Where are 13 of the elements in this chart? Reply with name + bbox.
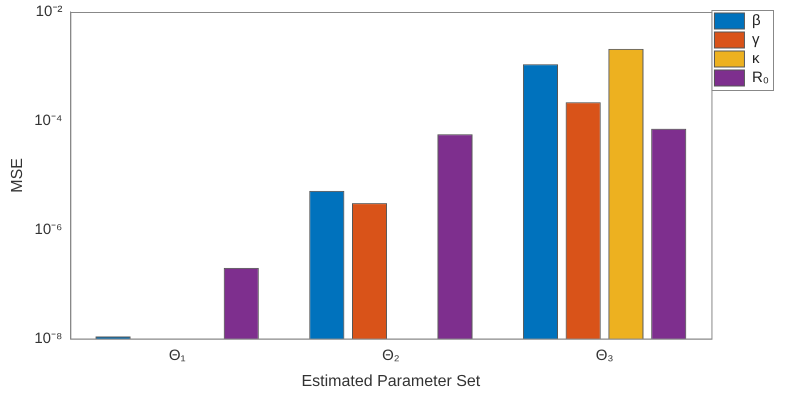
y-tick-label: 10⁻² xyxy=(36,3,62,20)
y-tick-label: 10⁻⁸ xyxy=(34,330,62,347)
legend-label: γ xyxy=(752,31,760,48)
legend-label: κ xyxy=(752,50,760,68)
x-axis-title: Estimated Parameter Set xyxy=(302,372,481,390)
legend-label: R₀ xyxy=(752,69,770,86)
x-tick-label: Θ₁ xyxy=(168,346,186,364)
x-tick-label: Θ₂ xyxy=(382,346,400,364)
y-tick-label: 10⁻⁴ xyxy=(34,112,62,130)
y-tick-label: 10⁻⁶ xyxy=(34,221,62,238)
legend-label: β xyxy=(752,12,761,30)
y-axis-title: MSE xyxy=(9,158,26,193)
x-tick-label: Θ₃ xyxy=(596,346,614,364)
